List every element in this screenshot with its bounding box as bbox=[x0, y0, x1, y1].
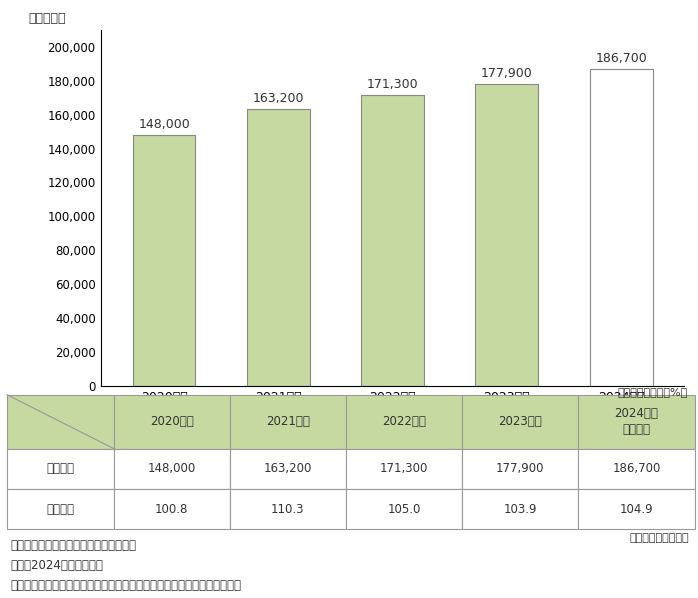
Text: 2020年度: 2020年度 bbox=[150, 415, 193, 428]
Text: 105.0: 105.0 bbox=[387, 502, 421, 515]
Bar bbox=[230, 395, 346, 448]
Text: 186,700: 186,700 bbox=[612, 462, 660, 475]
Bar bbox=[133, 135, 195, 386]
Text: （百万円）: （百万円） bbox=[29, 11, 66, 25]
Text: 171,300: 171,300 bbox=[367, 78, 418, 91]
Text: 2024年度
（予測）: 2024年度 （予測） bbox=[614, 407, 658, 436]
Bar bbox=[462, 395, 579, 448]
Text: 注２．2024年度は予測値: 注２．2024年度は予測値 bbox=[10, 559, 103, 572]
Text: 100.8: 100.8 bbox=[155, 502, 188, 515]
Text: 177,900: 177,900 bbox=[496, 462, 544, 475]
Bar bbox=[346, 395, 462, 448]
Bar bbox=[346, 489, 462, 529]
Text: 171,300: 171,300 bbox=[380, 462, 428, 475]
Bar bbox=[462, 489, 579, 529]
Bar bbox=[114, 395, 230, 448]
Text: 177,900: 177,900 bbox=[481, 67, 533, 80]
Text: 186,700: 186,700 bbox=[595, 52, 647, 65]
Bar bbox=[230, 448, 346, 489]
Bar bbox=[462, 448, 579, 489]
Bar bbox=[247, 109, 310, 386]
Text: 2022年度: 2022年度 bbox=[382, 415, 426, 428]
Text: 2021年度: 2021年度 bbox=[266, 415, 310, 428]
Bar bbox=[346, 448, 462, 489]
Bar bbox=[7, 448, 114, 489]
Bar bbox=[361, 96, 424, 386]
Text: 前年度比: 前年度比 bbox=[46, 502, 74, 515]
Text: 163,200: 163,200 bbox=[264, 462, 312, 475]
Text: 2023年度: 2023年度 bbox=[498, 415, 542, 428]
Text: 市場規模: 市場規模 bbox=[46, 462, 74, 475]
Text: 104.9: 104.9 bbox=[620, 502, 653, 515]
Text: 注１．ブランドメーカー出荷金額ベース: 注１．ブランドメーカー出荷金額ベース bbox=[10, 539, 137, 553]
Bar bbox=[579, 395, 695, 448]
Text: （単位：百万円、%）: （単位：百万円、%） bbox=[617, 388, 688, 398]
Bar bbox=[590, 69, 653, 386]
Bar bbox=[230, 489, 346, 529]
Text: 148,000: 148,000 bbox=[138, 118, 190, 131]
Text: 110.3: 110.3 bbox=[271, 502, 304, 515]
Bar bbox=[579, 489, 695, 529]
Text: 148,000: 148,000 bbox=[147, 462, 195, 475]
Bar bbox=[579, 448, 695, 489]
Bar bbox=[114, 448, 230, 489]
Bar bbox=[7, 489, 114, 529]
Bar bbox=[475, 84, 538, 386]
Text: 163,200: 163,200 bbox=[253, 92, 304, 105]
Bar bbox=[114, 489, 230, 529]
Bar bbox=[7, 395, 114, 448]
Text: 注３．自然派化妝品、オーガニック化妝品の定義については調査要綱参照: 注３．自然派化妝品、オーガニック化妝品の定義については調査要綱参照 bbox=[10, 579, 242, 592]
Text: 矢野経済研究所調べ: 矢野経済研究所調べ bbox=[630, 533, 690, 544]
Text: 103.9: 103.9 bbox=[503, 502, 537, 515]
